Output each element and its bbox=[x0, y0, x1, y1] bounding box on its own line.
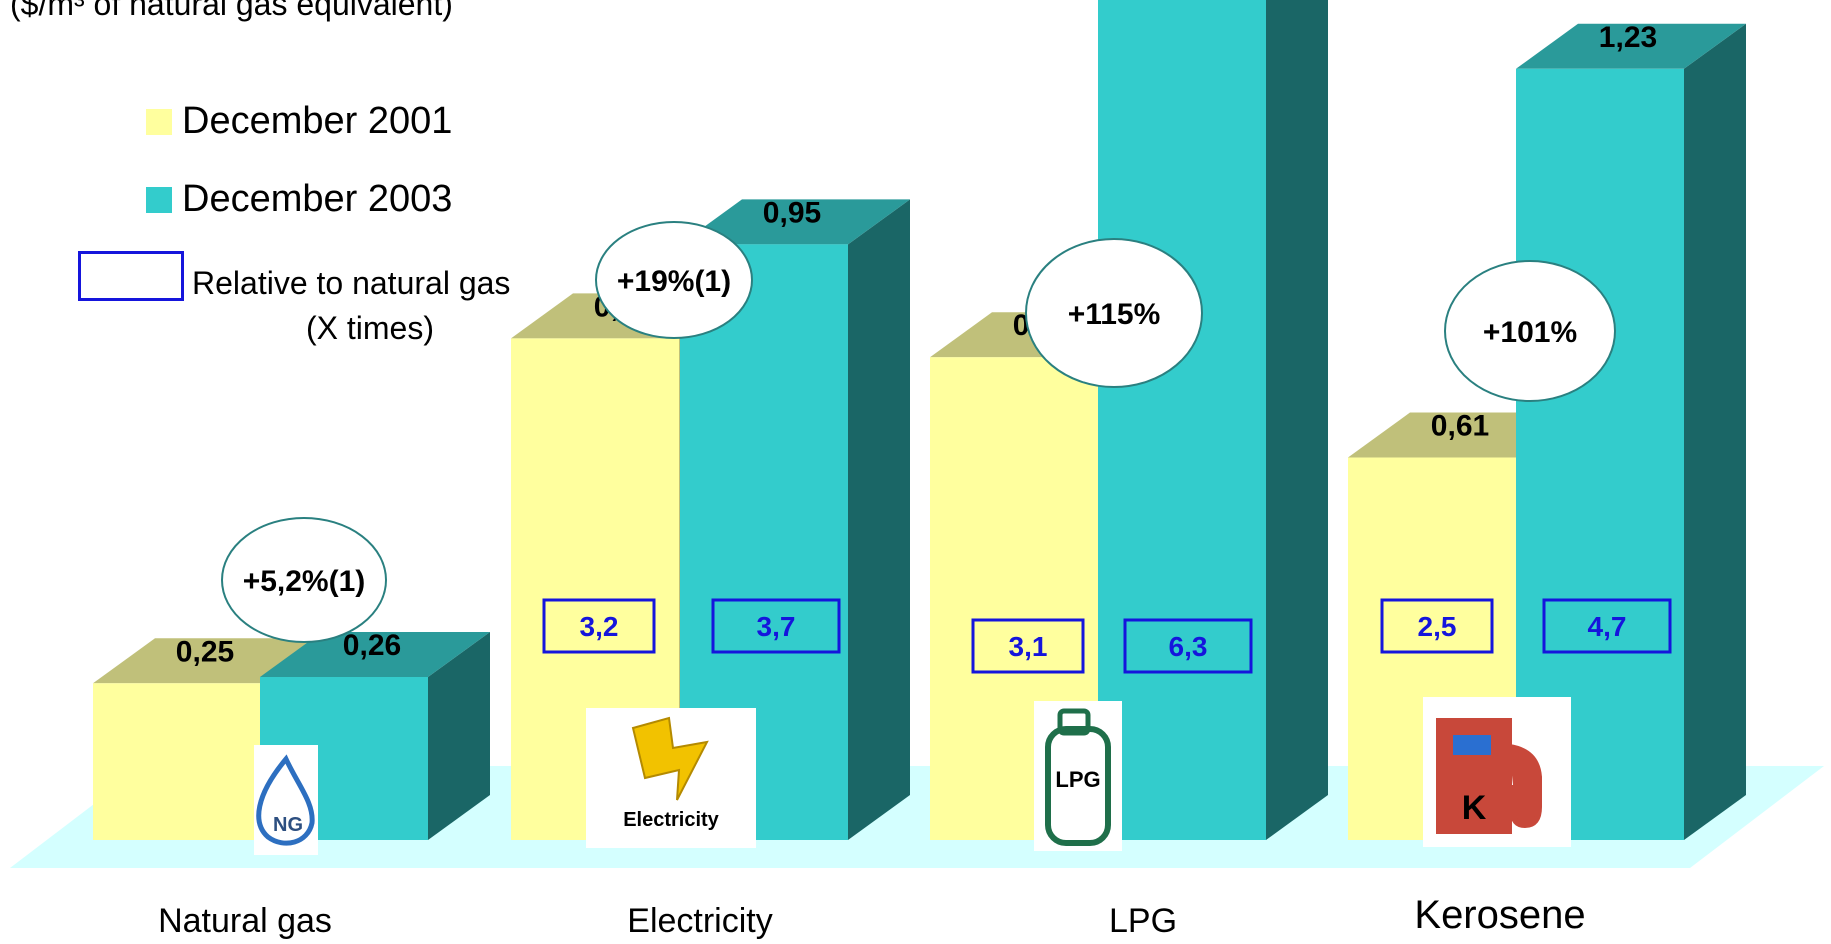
relative-value-kerosene-dec2001: 2,5 bbox=[1418, 611, 1457, 642]
category-label-natural-gas: Natural gas bbox=[158, 902, 332, 940]
unit-label: ($/m³ of natural gas equivalent) bbox=[10, 0, 453, 22]
relative-box-electricity-dec2001 bbox=[542, 598, 656, 654]
legend-label-dec2003: December 2003 bbox=[182, 178, 453, 220]
lpg-cylinder-icon-valve bbox=[1057, 708, 1091, 736]
relative-value-electricity-dec2003: 3,7 bbox=[757, 611, 796, 642]
relative-box-kerosene-dec2003 bbox=[1542, 598, 1672, 654]
change-label-natural-gas: +5,2%(1) bbox=[243, 565, 366, 598]
legend-item-dec2003: December 2003 bbox=[146, 178, 452, 221]
bar-lpg-dec2003 bbox=[1098, 0, 1266, 840]
relative-value-lpg-dec2003: 6,3 bbox=[1169, 631, 1208, 662]
bar-side-natural-gas-dec2003 bbox=[428, 631, 490, 840]
change-label-kerosene: +101% bbox=[1483, 316, 1577, 349]
relative-box-electricity-dec2003 bbox=[711, 598, 841, 654]
change-label-electricity: +19%(1) bbox=[617, 265, 731, 298]
relative-value-kerosene-dec2003: 4,7 bbox=[1588, 611, 1627, 642]
bar-top-electricity-dec2003 bbox=[680, 199, 910, 245]
category-label-electricity: Electricity bbox=[627, 902, 773, 940]
value-label-kerosene-dec2003: 1,23 bbox=[1599, 21, 1657, 54]
bar-top-kerosene-dec2003 bbox=[1516, 23, 1746, 69]
value-label-natural-gas-dec2003: 0,26 bbox=[343, 629, 401, 662]
kerosene-pump-icon-text: K bbox=[1462, 789, 1487, 827]
bar-side-electricity-dec2003 bbox=[848, 199, 910, 841]
lpg-cylinder-icon-text: LPG bbox=[1055, 767, 1100, 792]
change-badge-lpg bbox=[1025, 238, 1203, 388]
relative-box-lpg-dec2003 bbox=[1123, 618, 1253, 674]
change-label-lpg: +115% bbox=[1068, 298, 1161, 331]
relative-box-lpg-dec2001 bbox=[971, 618, 1085, 674]
legend-item-dec2001: December 2001 bbox=[146, 100, 452, 143]
natural-gas-flame-icon-text: NG bbox=[273, 814, 303, 836]
legend-swatch-dec2001 bbox=[146, 108, 172, 135]
change-badge-electricity bbox=[595, 221, 753, 339]
relative-box-kerosene-dec2001 bbox=[1380, 598, 1494, 654]
category-label-kerosene: Kerosene bbox=[1414, 893, 1586, 937]
bar-top-natural-gas-dec2003 bbox=[260, 631, 490, 677]
relative-value-electricity-dec2001: 3,2 bbox=[580, 611, 619, 642]
bar-side-kerosene-dec2003 bbox=[1684, 23, 1746, 841]
kerosene-pump-icon-display bbox=[1453, 735, 1491, 755]
change-badge-kerosene bbox=[1444, 260, 1616, 402]
legend-relative-box bbox=[78, 251, 184, 301]
lpg-cylinder-icon bbox=[1045, 726, 1111, 846]
legend-label-dec2001: December 2001 bbox=[182, 100, 453, 142]
electricity-lightning-icon bbox=[631, 716, 709, 801]
natural-gas-flame-icon bbox=[256, 754, 315, 846]
change-badge-natural-gas bbox=[221, 517, 387, 643]
relative-value-lpg-dec2001: 3,1 bbox=[1009, 631, 1048, 662]
legend-swatch-dec2003 bbox=[146, 186, 172, 213]
category-label-lpg: LPG bbox=[1108, 902, 1178, 940]
electricity-lightning-icon-text: Electricity bbox=[623, 809, 719, 831]
legend-relative-sublabel: (X times) bbox=[306, 310, 434, 346]
bar-natural-gas-dec2001 bbox=[93, 683, 261, 840]
value-label-kerosene-dec2001: 0,61 bbox=[1431, 410, 1489, 443]
bar-top-natural-gas-dec2001 bbox=[93, 638, 323, 684]
bar-side-lpg-dec2003 bbox=[1266, 0, 1328, 840]
legend-relative-label: Relative to natural gas bbox=[192, 265, 511, 301]
value-label-natural-gas-dec2001: 0,25 bbox=[176, 635, 234, 668]
value-label-electricity-dec2003: 0,95 bbox=[763, 196, 821, 229]
